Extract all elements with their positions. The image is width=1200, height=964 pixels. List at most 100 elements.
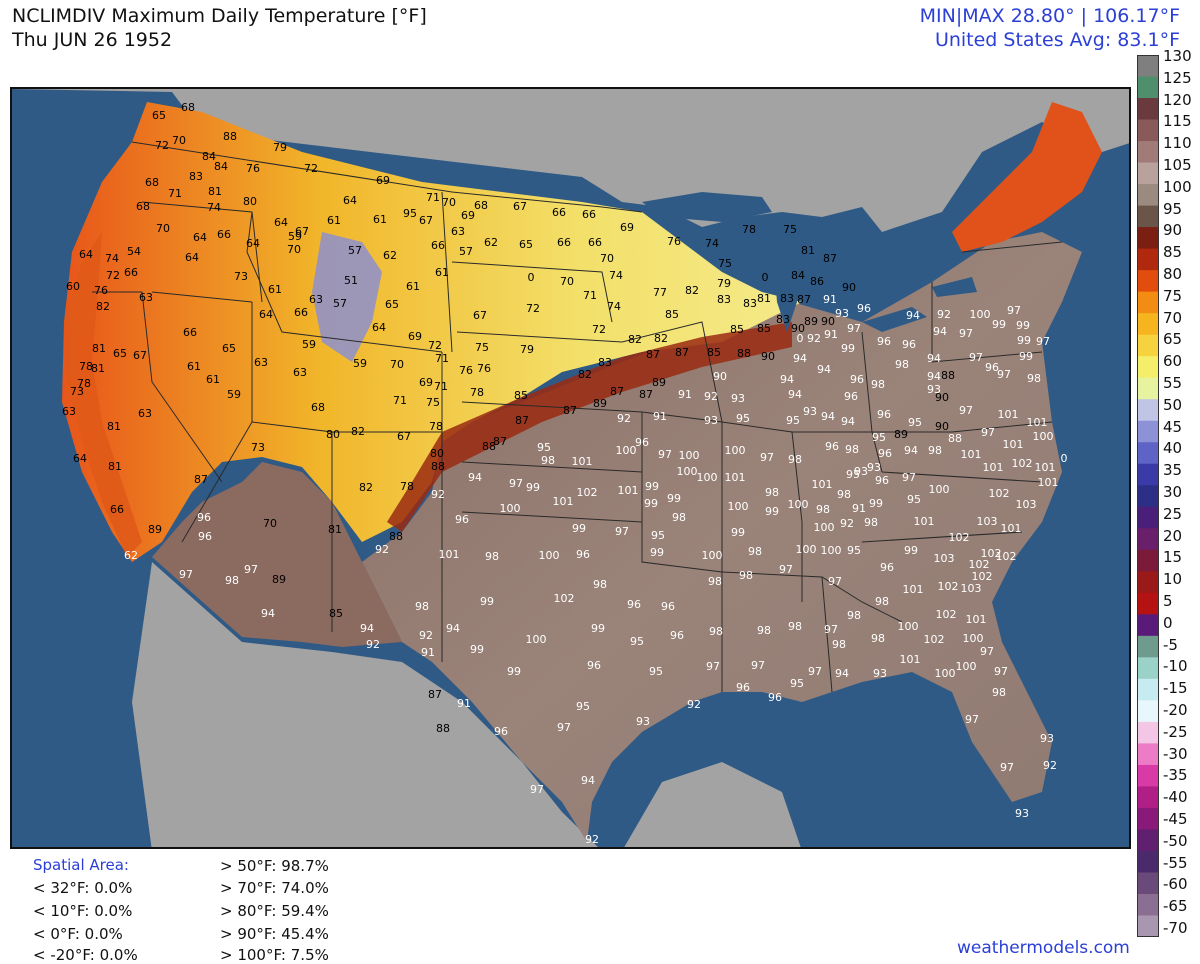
- station-value-label: 102: [577, 486, 598, 499]
- station-value-label: 90: [935, 420, 949, 433]
- colorbar-segment: [1137, 463, 1159, 486]
- station-value-label: 91: [457, 697, 471, 710]
- colorbar-segment: [1137, 420, 1159, 443]
- station-value-label: 68: [474, 199, 488, 212]
- station-value-label: 100: [814, 521, 835, 534]
- station-value-label: 70: [263, 517, 277, 530]
- station-value-label: 98: [816, 503, 830, 516]
- station-value-label: 64: [246, 237, 260, 250]
- stat-below-10: < 10°F: 0.0%: [33, 902, 133, 920]
- station-value-label: 67: [295, 225, 309, 238]
- station-value-label: 89: [272, 573, 286, 586]
- station-value-label: 93: [704, 414, 718, 427]
- station-value-label: 87: [428, 688, 442, 701]
- lake-erie: [862, 307, 927, 332]
- station-value-label: 97: [980, 645, 994, 658]
- colorbar-tick-label: -10: [1163, 657, 1188, 676]
- station-value-label: 94: [793, 352, 807, 365]
- colorbar-segment: [1137, 786, 1159, 809]
- station-value-label: 100: [956, 660, 977, 673]
- colorbar-segment: [1137, 291, 1159, 314]
- station-value-label: 99: [1017, 334, 1031, 347]
- station-value-label: 101: [998, 408, 1019, 421]
- station-value-label: 84: [791, 269, 805, 282]
- station-value-label: 74: [607, 300, 621, 313]
- min-max-readout: MIN|MAX 28.80° | 106.17°F: [919, 5, 1180, 27]
- station-value-label: 81: [108, 460, 122, 473]
- temperature-map[interactable]: 65 68 72 70 88 79 84 84 76 72 83 68 81 71 69 74 80 68 70 64…: [10, 87, 1131, 849]
- station-value-label: 60: [66, 280, 80, 293]
- station-value-label: 96: [985, 361, 999, 374]
- station-value-label: 65: [152, 109, 166, 122]
- colorbar-tick-label: -50: [1163, 831, 1188, 850]
- colorbar-tick-label: 40: [1163, 439, 1183, 458]
- station-value-label: 87: [515, 414, 529, 427]
- station-value-label: 63: [451, 225, 465, 238]
- station-value-label: 98: [485, 550, 499, 563]
- station-value-label: 87: [563, 404, 577, 417]
- station-value-label: 95: [537, 441, 551, 454]
- station-value-label: 100: [702, 549, 723, 562]
- station-value-label: 70: [442, 196, 456, 209]
- station-value-label: 88: [941, 369, 955, 382]
- station-value-label: 88: [223, 130, 237, 143]
- station-value-label: 100: [935, 667, 956, 680]
- colorbar-tick-label: -25: [1163, 722, 1188, 741]
- station-value-label: 81: [92, 342, 106, 355]
- station-value-label: 83: [743, 297, 757, 310]
- station-value-label: 97: [658, 448, 672, 461]
- station-value-label: 63: [293, 366, 307, 379]
- heat-gradient-band: [387, 322, 792, 532]
- colorbar-segment: [1137, 700, 1159, 723]
- canada-landmass: [12, 89, 1129, 232]
- colorbar-segment: [1137, 248, 1159, 271]
- station-value-label: 66: [217, 228, 231, 241]
- station-value-label: 93: [835, 307, 849, 320]
- station-value-label: 61: [327, 214, 341, 227]
- station-value-label: 100: [500, 502, 521, 515]
- station-value-label: 95: [908, 416, 922, 429]
- station-value-label: 83: [780, 292, 794, 305]
- station-value-label: 61: [187, 360, 201, 373]
- colorbar-tick-label: 75: [1163, 286, 1183, 305]
- colorbar-tick-label: 45: [1163, 417, 1183, 436]
- colorbar-tick-label: 120: [1163, 90, 1192, 109]
- station-value-label: 103: [977, 515, 998, 528]
- station-value-label: 101: [618, 484, 639, 497]
- station-value-label: 79: [520, 343, 534, 356]
- station-value-label: 102: [981, 547, 1002, 560]
- station-value-label: 62: [124, 549, 138, 562]
- temperature-colorbar: [1137, 55, 1159, 937]
- station-value-label: 99: [644, 497, 658, 510]
- station-value-label: 101: [1038, 476, 1059, 489]
- colorbar-tick-label: 105: [1163, 156, 1192, 174]
- colorbar-tick-label: 95: [1163, 199, 1183, 218]
- station-value-label: 96: [875, 474, 889, 487]
- station-value-label: 93: [927, 383, 941, 396]
- station-value-label: 96: [661, 600, 675, 613]
- station-value-label: 92: [704, 390, 718, 403]
- state-borders: [92, 141, 1063, 693]
- station-value-label: 97: [751, 659, 765, 672]
- station-value-label: 64: [343, 194, 357, 207]
- station-value-label: 67: [473, 309, 487, 322]
- station-value-label: 94: [817, 363, 831, 376]
- station-value-label: 94: [581, 774, 595, 787]
- station-value-label: 64: [259, 308, 273, 321]
- station-value-label: 93: [731, 392, 745, 405]
- station-value-label: 89: [148, 523, 162, 536]
- colorbar-tick-label: 130: [1163, 47, 1192, 65]
- station-value-label: 98: [837, 488, 851, 501]
- station-value-label: 101: [725, 471, 746, 484]
- station-value-label: 81: [328, 523, 342, 536]
- station-value-label: 89: [652, 376, 666, 389]
- colorbar-tick-label: 5: [1163, 592, 1173, 610]
- yucatan-landmass: [624, 762, 801, 847]
- station-value-label: 96: [670, 629, 684, 642]
- source-credit-link[interactable]: weathermodels.com: [957, 938, 1130, 958]
- station-value-label: 101: [1001, 522, 1022, 535]
- colorbar-segment: [1137, 764, 1159, 787]
- colorbar-tick-label: 25: [1163, 504, 1183, 523]
